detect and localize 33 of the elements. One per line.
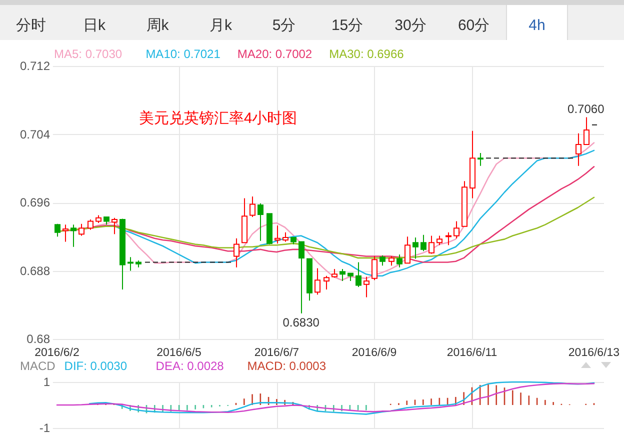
text: 月k <box>210 17 233 34</box>
text: 5分 <box>272 17 296 34</box>
y-tick-label: -1 <box>39 421 50 435</box>
x-tick-label: 2016/6/9 <box>352 347 397 359</box>
annotation: 0.7060 <box>568 102 605 116</box>
y-tick-label: 0.688 <box>20 264 50 278</box>
chart-title: MACD <box>20 359 56 373</box>
series-label: MACD: 0.0003 <box>247 359 326 373</box>
text: 15分 <box>331 17 364 34</box>
y-tick-label: 1 <box>43 375 50 389</box>
y-tick-label: 0.712 <box>20 59 50 73</box>
x-tick-label: 2016/6/5 <box>156 347 202 359</box>
x-tick-label: 2016/6/7 <box>254 347 300 359</box>
text: 周k <box>146 17 170 34</box>
text: MA5: 0.7030 <box>54 47 122 61</box>
text: 分时 <box>16 17 46 34</box>
text: 美元兑英镑汇率4小时图 <box>138 110 298 127</box>
x-tick-label: 2016/6/11 <box>446 347 498 359</box>
text: 日k <box>83 17 106 34</box>
text: MA20: 0.7002 <box>237 47 312 61</box>
x-tick-label: 2016/6/13 <box>568 347 620 359</box>
y-tick-label: 0.68 <box>26 332 50 346</box>
text: 4h <box>528 17 546 34</box>
y-tick-label: 0.696 <box>20 196 50 210</box>
annotation: 0.6830 <box>282 315 320 330</box>
text: DIF: 0.0030 <box>64 359 128 373</box>
x-tick-label: 2016/6/2 <box>34 347 80 359</box>
text: 30分 <box>394 17 426 34</box>
text: MA30: 0.6966 <box>329 47 404 61</box>
text: MA10: 0.7021 <box>146 47 221 61</box>
text: DEA: 0.0028 <box>156 359 224 373</box>
text: 60分 <box>458 17 490 34</box>
y-tick-label: 0.704 <box>20 127 50 142</box>
